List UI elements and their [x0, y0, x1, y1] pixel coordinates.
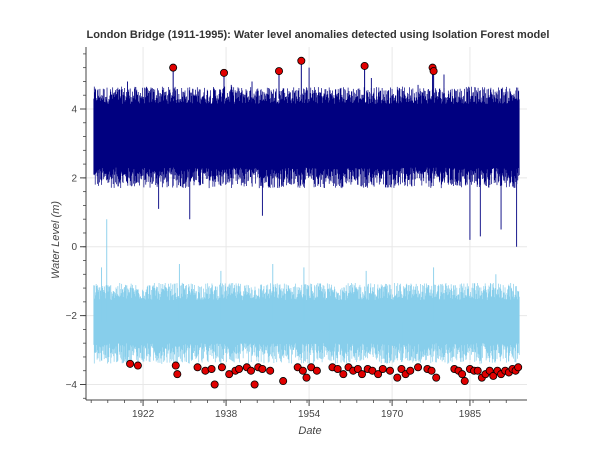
axes: −4 −2 0 2 4 1922 1938 1954 1970 1985 [66, 47, 527, 420]
series-0 [93, 67, 520, 247]
x-tick-label: 1985 [459, 409, 482, 420]
anomaly-point [358, 370, 367, 379]
anomaly-point [427, 366, 436, 375]
anomaly-point [302, 373, 311, 382]
anomaly-point [279, 377, 288, 386]
anomaly-point [207, 365, 216, 374]
anomaly-point [414, 363, 423, 372]
anomaly-point [210, 380, 219, 389]
anomaly-point [266, 366, 275, 375]
y-tick-label: 0 [71, 242, 77, 253]
anomaly-point [460, 377, 469, 386]
anomaly-point [353, 365, 362, 374]
anomaly-point [173, 370, 182, 379]
anomaly-point [393, 373, 402, 382]
anomaly-point [432, 373, 441, 382]
anomaly-point [217, 363, 226, 372]
x-tick-label: 1970 [381, 409, 404, 420]
anomaly-point [429, 67, 438, 76]
y-tick-label: 4 [71, 104, 77, 115]
series [93, 67, 520, 364]
anomaly-point [220, 68, 229, 77]
x-axis-label: Date [298, 425, 321, 437]
anomaly-point [235, 365, 244, 374]
series-spikes-1 [101, 219, 497, 361]
anomaly-point [473, 366, 482, 375]
anomaly-point [126, 359, 135, 368]
anomaly-point [258, 365, 267, 374]
anomaly-point [307, 363, 316, 372]
series-band-1 [93, 282, 520, 364]
anomaly-point [246, 366, 255, 375]
y-tick-label: 2 [71, 173, 77, 184]
anomaly-point [514, 363, 523, 372]
anomaly-point [406, 366, 415, 375]
anomaly-point [133, 361, 142, 370]
anomaly-point [374, 370, 383, 379]
anomaly-point [193, 363, 202, 372]
x-tick-label: 1938 [215, 409, 238, 420]
anomaly-point [297, 56, 306, 65]
anomaly-point [312, 366, 321, 375]
anomaly-point [378, 365, 387, 374]
anomaly-point [360, 61, 369, 70]
y-axis-label: Water Level (m) [50, 201, 62, 279]
anomaly-point [275, 67, 284, 76]
y-tick-label: −4 [66, 380, 78, 391]
anomaly-points [126, 56, 523, 389]
anomaly-point [333, 365, 342, 374]
anomaly-point [250, 380, 259, 389]
series-1 [93, 219, 520, 364]
anomaly-point [298, 366, 307, 375]
anomaly-point [458, 370, 467, 379]
anomaly-point [386, 366, 395, 375]
anomaly-point [171, 361, 180, 370]
chart-title: London Bridge (1911-1995): Water level a… [87, 29, 550, 41]
anomaly-point [489, 371, 498, 380]
anomaly-point [368, 366, 377, 375]
series-band-0 [93, 86, 520, 189]
x-tick-label: 1954 [298, 409, 321, 420]
anomaly-point [397, 365, 406, 374]
anomaly-point [169, 63, 178, 72]
anomaly-point [225, 370, 234, 379]
x-tick-label: 1922 [132, 409, 155, 420]
anomaly-point [339, 370, 348, 379]
y-tick-label: −2 [66, 311, 78, 322]
series-spikes-0 [127, 67, 518, 247]
